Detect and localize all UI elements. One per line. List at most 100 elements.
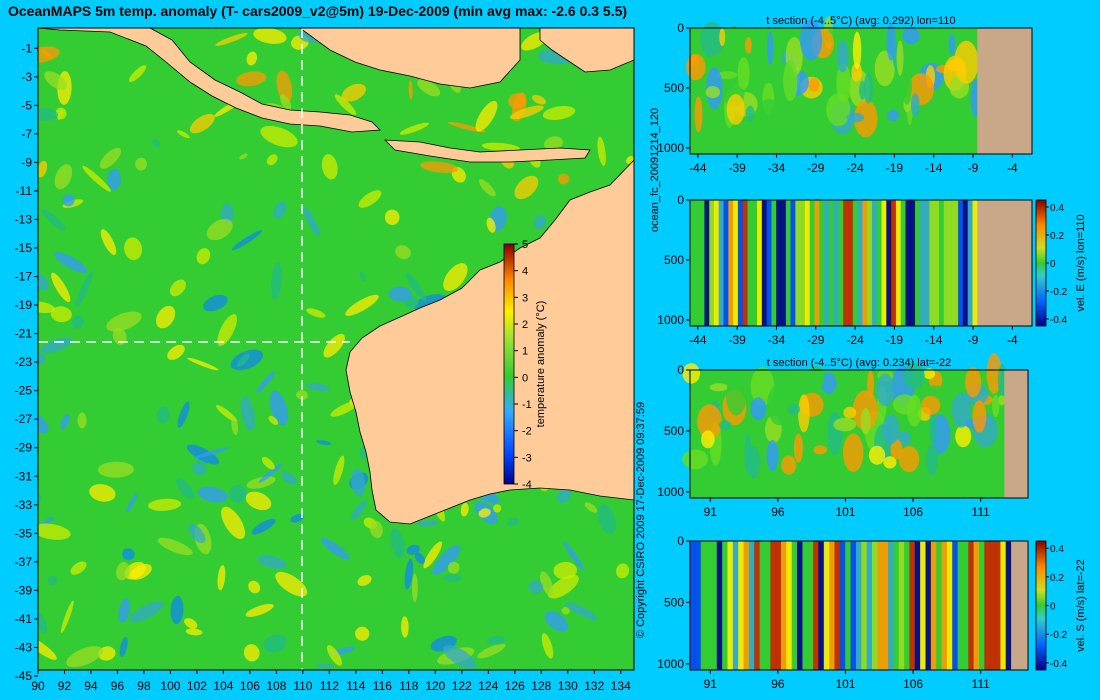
anomaly-patch [221,506,246,540]
anomaly-patch [326,645,343,666]
section-panel-4[interactable]: 0 500 1000 91 96 101 106 111 0.4 0.2 0 -0.2 -0.4 vel.… [657,534,1087,691]
velocity-band [914,541,921,670]
anomaly-patch [597,136,606,166]
lon-tick-label: 120 [425,679,445,693]
depth-tick-label: 500 [664,253,684,267]
section-panel-1[interactable]: t section (-4..5°C) (avg: 0.292) lon=110… [657,15,1033,175]
velocity-band [752,200,758,326]
velocity-band [737,200,744,326]
temperature-patch [729,25,740,60]
lat-tick-label: -35 [15,526,33,540]
anomaly-patch [390,527,405,559]
depth-tick-label: 0 [677,534,684,548]
lat-tick-label: -37 [15,555,33,569]
land-borneo [299,28,521,89]
velocity-band [761,200,768,326]
velocity-band [757,200,763,326]
section-x-tick-label: 91 [704,677,718,691]
anomaly-patch [486,217,496,233]
anomaly-patch [75,270,94,308]
anomaly-patch [358,190,382,208]
velocity-band [716,541,723,670]
velocity-band [786,541,793,670]
velocity-band [909,541,916,670]
temperature-anomaly-map[interactable] [23,16,642,673]
temperature-patch [954,40,979,84]
anomaly-patch [432,545,461,575]
anomaly-patch [268,415,279,425]
section-x-tick-label: -39 [729,333,747,347]
anomaly-patch [266,154,278,166]
section-x-tick-label: -9 [968,333,979,347]
section-panels: t section (-4..5°C) (avg: 0.292) lon=110… [657,15,1087,691]
anomaly-patch [256,371,276,393]
anomaly-patch [281,471,297,485]
velocity-band [855,541,862,670]
anomaly-patch [240,395,255,431]
anomaly-patch [399,122,429,135]
anomaly-patch [197,486,228,503]
temperature-patch [750,397,767,421]
model-run-label: ocean_fc_20091214_120 [649,108,661,232]
section-frame [689,27,1033,155]
anomaly-patch [54,252,88,274]
lon-tick-label: 90 [31,679,45,693]
temperature-patch [951,393,971,428]
anomaly-patch [41,209,66,231]
velocity-band [872,541,878,670]
lon-tick-label: 110 [293,679,312,693]
anomaly-patch [54,164,73,190]
land-sulawesi [539,28,634,73]
section-panel-2[interactable]: 0 500 1000 -44 -39 -34 -29 -24 -19 -14 -9 -4 0.4 0.2 0… [657,193,1087,347]
velocity-band [795,200,801,326]
velocity-band [948,200,954,326]
anomaly-patch [44,71,68,91]
section-panel-3[interactable]: t section (-4..5°C) (avg: 0.234) lat=-22… [657,353,1029,519]
velocity-colorbar-tick-label: 0.4 [1050,203,1064,214]
temperature-patch [860,407,871,435]
anomaly-patch [401,616,409,638]
anomaly-patch [351,468,366,497]
anomaly-patch [341,83,366,102]
lat-tick-label: -43 [15,640,33,654]
anomaly-patch [239,153,248,160]
velocity-band [924,200,930,326]
anomaly-patch [306,308,326,318]
section-x-tick-label: -24 [846,161,864,175]
anomaly-patch [119,636,128,657]
anomaly-patch [55,107,67,120]
lat-tick-label: -1 [21,41,32,55]
anomaly-patch [217,565,226,591]
lon-tick-label: 96 [111,679,125,693]
velocity-band [968,541,975,670]
anomaly-patch [302,206,321,237]
lat-tick-label: -19 [15,298,33,312]
anomaly-patch [192,462,206,476]
velocity-band [791,541,798,670]
velocity-band [967,200,974,326]
anomaly-patch [188,523,206,544]
velocity-band [962,541,969,670]
anomaly-patch [47,575,58,586]
temperature-patch [887,109,899,122]
anomaly-patch [316,440,332,446]
anomaly-patch [557,173,570,185]
velocity-band [747,200,753,326]
temperature-patch [854,99,878,138]
anomaly-patch [169,279,186,297]
anomaly-patch [135,157,148,171]
temperature-patch [726,375,747,416]
lat-tick-label: -11 [16,184,33,198]
temperature-patch [827,411,843,455]
lat-tick-label: -23 [15,355,33,369]
velocity-band [694,200,701,326]
anomaly-patch [40,337,73,354]
velocity-band [770,541,777,670]
lon-tick-label: 104 [213,679,233,693]
temperature-patch [972,400,987,433]
velocity-colorbar [1035,199,1047,327]
anomaly-patch [334,94,357,116]
anomaly-patch [126,492,139,513]
lat-tick-label: -9 [21,155,32,169]
